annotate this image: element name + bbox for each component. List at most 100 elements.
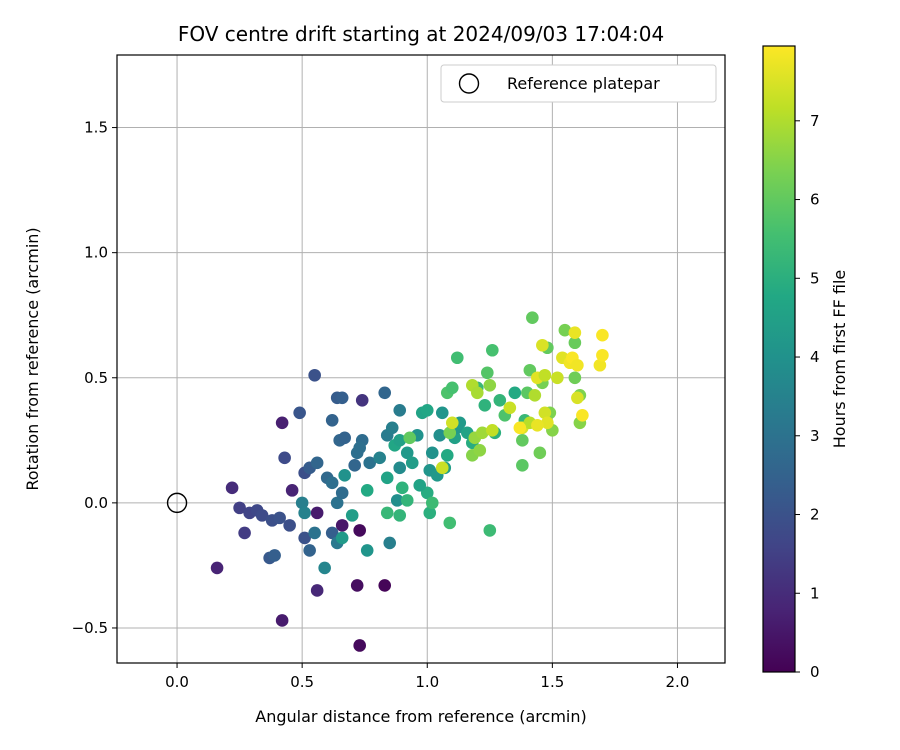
data-point [378, 386, 392, 400]
data-point [450, 351, 464, 365]
data-point [443, 516, 457, 530]
data-point [393, 434, 407, 447]
y-axis-ticks: −0.5 0.0 0.5 1.0 1.5 [72, 119, 117, 637]
data-point [325, 414, 339, 427]
colorbar-tick-label: 0 [810, 663, 820, 681]
colorbar-tick-label: 3 [810, 427, 820, 445]
data-point [503, 401, 517, 415]
data-point [338, 469, 351, 482]
plot-frame [116, 54, 726, 664]
data-point [596, 328, 609, 342]
data-point [400, 494, 414, 507]
x-axis-ticks: 0.0 0.5 1.0 1.5 2.0 [165, 663, 689, 691]
data-point [420, 403, 434, 417]
data-point [385, 421, 399, 435]
data-point [298, 506, 311, 520]
legend-label: Reference platepar [507, 74, 660, 93]
y-tick-label: 1.0 [84, 244, 108, 262]
colorbar-tick-label: 7 [810, 112, 820, 130]
data-point [378, 579, 392, 592]
data-point [483, 524, 497, 537]
data-point [473, 444, 487, 457]
x-tick-label: 0.5 [290, 673, 314, 691]
data-point [233, 501, 246, 515]
reference-platepar-marker [166, 492, 188, 514]
data-point [558, 323, 572, 337]
data-point [440, 449, 454, 462]
data-point [353, 524, 366, 537]
data-point [513, 421, 527, 435]
data-point [360, 484, 374, 497]
data-point [405, 456, 419, 470]
data-point [486, 343, 499, 357]
colorbar-tick-label: 5 [810, 269, 820, 287]
colorbar-tick-label: 1 [810, 584, 820, 602]
data-point [541, 416, 554, 430]
data-point [335, 486, 349, 500]
y-tick-label: 1.5 [84, 119, 108, 137]
colorbar-tick-label: 4 [810, 348, 820, 366]
data-point [210, 561, 224, 575]
data-point [255, 509, 269, 522]
data-point [338, 431, 351, 445]
data-point [516, 459, 529, 472]
data-point [335, 519, 349, 532]
legend-marker-icon [458, 73, 480, 94]
data-point [536, 338, 549, 352]
data-point [308, 526, 321, 540]
data-point [278, 451, 291, 465]
data-point [568, 336, 582, 350]
data-point [571, 391, 584, 405]
data-point [568, 326, 582, 340]
data-point [335, 531, 349, 545]
y-tick-label: −0.5 [72, 619, 108, 637]
data-point [516, 434, 529, 447]
data-point [538, 368, 552, 382]
data-point [283, 519, 296, 532]
data-point [596, 348, 609, 362]
data-point [360, 544, 374, 557]
data-point [423, 506, 437, 520]
data-point [576, 408, 589, 422]
data-point [355, 393, 369, 407]
data-point [310, 506, 324, 520]
data-point [380, 506, 394, 520]
data-point [425, 496, 439, 510]
data-point [335, 391, 349, 405]
data-point [310, 456, 324, 470]
data-point [508, 386, 522, 400]
y-tick-label: 0.0 [84, 494, 108, 512]
data-point [373, 451, 387, 465]
data-point [268, 549, 281, 562]
data-point [486, 424, 499, 437]
data-point [348, 459, 361, 472]
data-point [383, 536, 397, 550]
data-point [528, 388, 542, 402]
data-point [390, 494, 404, 507]
data-point [303, 544, 316, 557]
data-point [568, 371, 582, 385]
data-point [435, 461, 449, 475]
data-point [350, 579, 364, 592]
data-point [478, 398, 492, 412]
data-point [275, 416, 289, 430]
data-point [285, 484, 299, 497]
data-point [435, 406, 449, 420]
data-point [298, 531, 311, 545]
x-axis-label: Angular distance from reference (arcmin) [255, 707, 586, 726]
colorbar-tick-label: 2 [810, 506, 820, 524]
data-point [318, 561, 331, 575]
data-point [393, 509, 407, 522]
data-point [393, 403, 407, 417]
legend-box [440, 64, 717, 103]
colorbar-ticks: 0 1 2 3 4 5 6 7 [795, 112, 820, 681]
data-point [533, 446, 547, 460]
data-point [470, 386, 484, 400]
data-point [325, 476, 339, 490]
x-tick-label: 2.0 [666, 673, 690, 691]
y-axis-label: Rotation from reference (arcmin) [23, 227, 42, 490]
data-point [273, 511, 286, 525]
data-point [425, 446, 439, 460]
data-point [293, 406, 306, 420]
